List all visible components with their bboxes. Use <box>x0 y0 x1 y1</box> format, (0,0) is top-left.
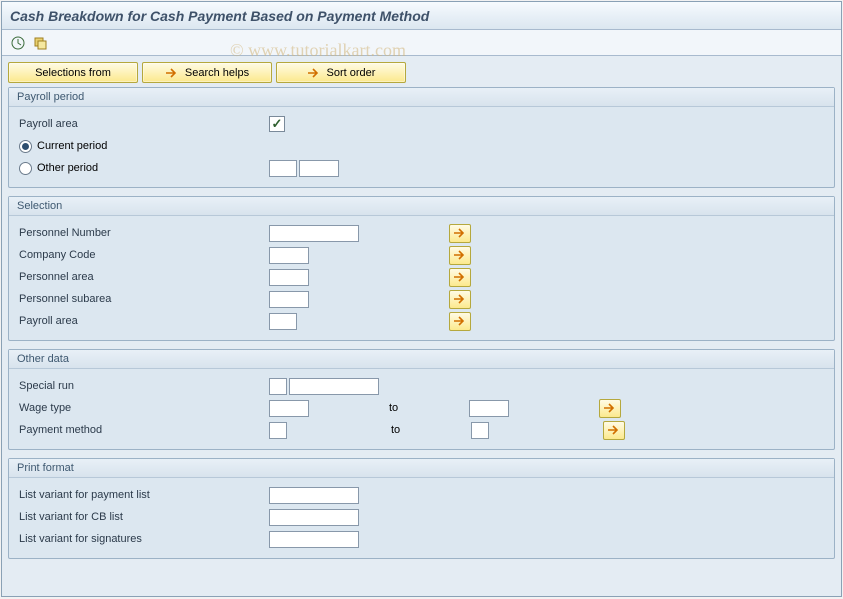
group-title: Print format <box>9 459 834 478</box>
variant-button[interactable] <box>30 33 50 53</box>
arrow-right-icon <box>454 228 466 238</box>
multiple-selection-button[interactable] <box>449 312 471 331</box>
variant-icon <box>33 36 47 50</box>
app-toolbar <box>2 30 841 56</box>
selection-row: Personnel area <box>19 266 824 288</box>
arrow-right-icon <box>165 66 179 80</box>
other-period-input-2[interactable] <box>299 160 339 177</box>
wage-type-multiple-button[interactable] <box>599 399 621 418</box>
title-bar: Cash Breakdown for Cash Payment Based on… <box>2 2 841 30</box>
personnel-area-input[interactable] <box>269 269 309 286</box>
wage-type-label: Wage type <box>19 402 269 414</box>
print-format-row: List variant for signatures <box>19 528 824 550</box>
wage-type-to-input[interactable] <box>469 400 509 417</box>
field-label: Personnel Number <box>19 227 269 239</box>
clock-exec-icon <box>11 36 25 50</box>
other-period-radio[interactable]: Other period <box>19 162 269 175</box>
field-label: Personnel subarea <box>19 293 269 305</box>
radio-dot-icon <box>19 140 32 153</box>
list-variant-for-cb-list-input[interactable] <box>269 509 359 526</box>
special-run-label: Special run <box>19 380 269 392</box>
group-title: Payroll period <box>9 88 834 107</box>
payment-method-label: Payment method <box>19 424 269 436</box>
special-run-input-1[interactable] <box>269 378 287 395</box>
list-variant-for-signatures-input[interactable] <box>269 531 359 548</box>
multiple-selection-button[interactable] <box>449 246 471 265</box>
payroll-area-input[interactable] <box>269 313 297 330</box>
button-label: Selections from <box>35 67 111 79</box>
field-label: Payroll area <box>19 315 269 327</box>
field-label: List variant for payment list <box>19 489 269 501</box>
button-label: Sort order <box>327 67 376 79</box>
special-run-input-2[interactable] <box>289 378 379 395</box>
personnel-number-input[interactable] <box>269 225 359 242</box>
group-selection: Selection Personnel Number Company Code Pe… <box>8 196 835 341</box>
execute-button[interactable] <box>8 33 28 53</box>
search-helps-button[interactable]: Search helps <box>142 62 272 83</box>
selection-row: Company Code <box>19 244 824 266</box>
payment-method-multiple-button[interactable] <box>603 421 625 440</box>
wage-type-from-input[interactable] <box>269 400 309 417</box>
personnel-subarea-input[interactable] <box>269 291 309 308</box>
group-other-data: Other data Special run Wage type to <box>8 349 835 450</box>
action-button-row: Selections from Search helps Sort order <box>8 62 835 83</box>
group-print-format: Print format List variant for payment li… <box>8 458 835 559</box>
arrow-right-icon <box>454 250 466 260</box>
radio-label: Other period <box>37 162 98 174</box>
main-window: Cash Breakdown for Cash Payment Based on… <box>1 1 842 597</box>
field-label: Personnel area <box>19 271 269 283</box>
field-label: Company Code <box>19 249 269 261</box>
multiple-selection-button[interactable] <box>449 224 471 243</box>
arrow-right-icon <box>454 272 466 282</box>
arrow-right-icon <box>454 316 466 326</box>
field-label: List variant for signatures <box>19 533 269 545</box>
to-label: to <box>391 424 471 436</box>
radio-label: Current period <box>37 140 107 152</box>
other-period-input-1[interactable] <box>269 160 297 177</box>
list-variant-for-payment-list-input[interactable] <box>269 487 359 504</box>
payment-method-to-input[interactable] <box>471 422 489 439</box>
selection-row: Payroll area <box>19 310 824 332</box>
watermark: © www.tutorialkart.com <box>230 56 406 61</box>
page-title: Cash Breakdown for Cash Payment Based on… <box>10 8 429 24</box>
arrow-right-icon <box>307 66 321 80</box>
group-title: Selection <box>9 197 834 216</box>
group-payroll-period: Payroll period Payroll area ✓ Current pe… <box>8 87 835 188</box>
current-period-radio[interactable]: Current period <box>19 140 107 153</box>
sort-order-button[interactable]: Sort order <box>276 62 406 83</box>
button-label: Search helps <box>185 67 249 79</box>
group-title: Other data <box>9 350 834 369</box>
selections-from-button[interactable]: Selections from <box>8 62 138 83</box>
arrow-right-icon <box>604 403 616 413</box>
to-label: to <box>389 402 469 414</box>
company-code-input[interactable] <box>269 247 309 264</box>
multiple-selection-button[interactable] <box>449 268 471 287</box>
radio-dot-icon <box>19 162 32 175</box>
selection-row: Personnel subarea <box>19 288 824 310</box>
print-format-row: List variant for payment list <box>19 484 824 506</box>
selection-row: Personnel Number <box>19 222 824 244</box>
payment-method-from-input[interactable] <box>269 422 287 439</box>
print-format-row: List variant for CB list <box>19 506 824 528</box>
content-area: © www.tutorialkart.com Selections from S… <box>2 56 841 596</box>
field-label: List variant for CB list <box>19 511 269 523</box>
payroll-area-label: Payroll area <box>19 118 269 130</box>
payroll-area-checkbox[interactable]: ✓ <box>269 116 285 132</box>
arrow-right-icon <box>454 294 466 304</box>
arrow-right-icon <box>608 425 620 435</box>
multiple-selection-button[interactable] <box>449 290 471 309</box>
